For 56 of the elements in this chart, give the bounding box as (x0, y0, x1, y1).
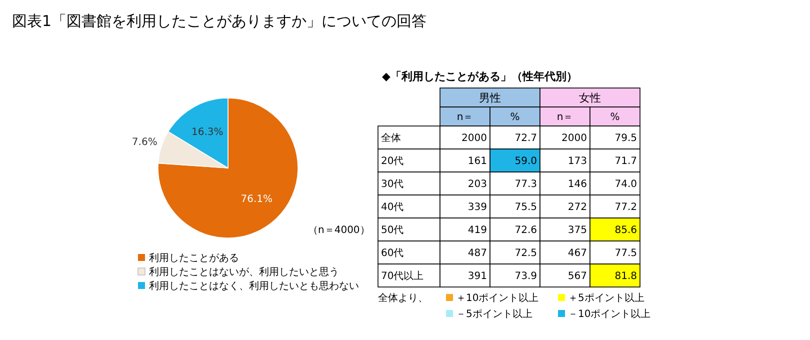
data-label: 72.6 (514, 225, 537, 236)
data-label: 173 (568, 156, 587, 167)
pie-slice (158, 98, 298, 238)
chart-title: ◆「利用したことがある」（性年代別） (382, 70, 578, 83)
legend-label: －5ポイント以上 (456, 308, 532, 320)
data-label: 467 (568, 248, 587, 259)
legend-label: －10ポイント以上 (568, 308, 651, 320)
legend-label: 利用したことはないが、利用したいと思う (149, 266, 339, 278)
data-label: 76.1% (240, 194, 273, 206)
legend-label: 利用したことがある (149, 252, 239, 264)
data-label: 339 (468, 202, 487, 213)
data-label: 375 (568, 225, 587, 236)
data-label: 81.8 (614, 271, 637, 282)
data-label: 75.5 (514, 202, 537, 213)
y-tick-label: 全体 (381, 132, 401, 144)
data-label: 146 (568, 179, 587, 190)
data-label: 203 (468, 179, 487, 190)
legend-label: 利用したことはなく、利用したいとも思わない (149, 280, 359, 292)
y-tick-label: 70代以上 (381, 270, 424, 282)
x-tick-label: % (510, 112, 520, 123)
y-tick-label: 40代 (381, 202, 404, 213)
data-label: 2000 (562, 133, 587, 144)
x-tick-label: % (610, 112, 620, 123)
data-label: 72.5 (514, 248, 537, 259)
data-label: 59.0 (514, 156, 537, 167)
text: （n＝4000） (308, 225, 370, 236)
data-label: 391 (468, 271, 487, 282)
data-label: 79.5 (614, 133, 637, 144)
y-tick-label: 30代 (381, 179, 404, 190)
data-label: 74.0 (614, 179, 637, 190)
data-label: 2000 (462, 133, 487, 144)
x-tick-label: n＝ (456, 112, 474, 123)
legend-label: ＋5ポイント以上 (568, 292, 644, 304)
data-label: 161 (468, 156, 487, 167)
data-label: 73.9 (514, 271, 537, 282)
data-label: 419 (468, 225, 487, 236)
chart-title: 図表1「図書館を利用したことがありますか」についての回答 (12, 12, 427, 30)
data-label: 7.6% (132, 136, 158, 148)
text: 男性 (479, 91, 501, 104)
text: 女性 (579, 91, 601, 104)
y-tick-label: 20代 (381, 156, 404, 167)
data-label: 77.3 (514, 179, 537, 190)
data-label: 72.7 (514, 133, 537, 144)
legend-label: ＋10ポイント以上 (456, 292, 539, 304)
text: 全体より、 (378, 292, 428, 304)
data-label: 85.6 (614, 225, 637, 236)
data-label: 567 (568, 271, 587, 282)
data-label: 77.2 (614, 202, 637, 213)
y-tick-label: 50代 (381, 225, 404, 236)
data-label: 487 (468, 248, 487, 259)
y-tick-label: 60代 (381, 248, 404, 259)
data-label: 77.5 (614, 248, 637, 259)
x-tick-label: n＝ (556, 112, 574, 123)
data-label: 16.3% (192, 126, 224, 138)
data-label: 272 (568, 202, 587, 213)
data-label: 71.7 (614, 156, 637, 167)
